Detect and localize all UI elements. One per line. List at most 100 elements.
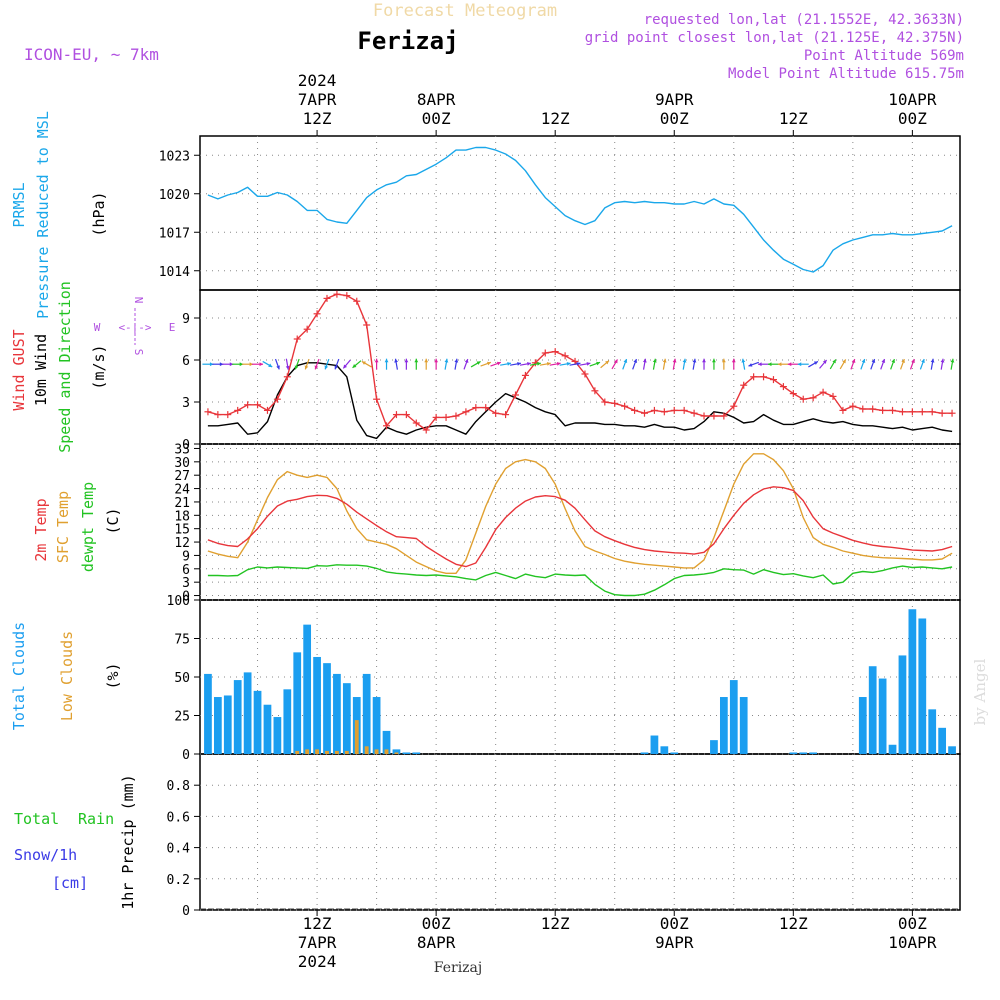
total-cloud-bar — [729, 680, 738, 754]
wind-direction-arrowhead — [901, 359, 905, 363]
wind-direction-arrowhead — [294, 365, 299, 370]
bottom-time-label: 7APR — [298, 933, 337, 952]
top-time-label: 9APR — [655, 90, 694, 109]
low-cloud-bar — [295, 750, 300, 754]
wind-speed-line — [207, 362, 953, 440]
y-tick-label: 3 — [182, 576, 190, 591]
clouds-unit: (%) — [104, 662, 122, 689]
wind-direction-arrowhead — [842, 359, 846, 364]
wind-direction-arrowhead — [444, 358, 449, 363]
wind-direction-arrowhead — [891, 359, 896, 363]
clouds-total-label: Total Clouds — [10, 622, 28, 730]
wind-direction-arrowhead — [702, 358, 706, 363]
y-tick-label: 50 — [174, 671, 190, 686]
wind-direction-arrowhead — [731, 358, 736, 363]
total-cloud-bar — [273, 717, 282, 754]
total-cloud-bar — [878, 678, 887, 754]
total-cloud-bar — [372, 697, 381, 754]
precip-rain-label: Rain — [78, 810, 114, 828]
total-cloud-bar — [739, 697, 748, 754]
y-tick-label: 6 — [182, 563, 190, 578]
low-cloud-bar — [364, 746, 369, 754]
total-cloud-bar — [888, 744, 897, 754]
wind-direction-arrowhead — [861, 359, 866, 363]
panel-precip-frame — [199, 753, 961, 911]
total-cloud-bar — [293, 652, 302, 754]
wind-direction-arrowhead — [276, 365, 280, 370]
top-time-label: 12Z — [541, 109, 570, 128]
pressure-label-msl: Pressure Reduced to MSL — [34, 111, 52, 319]
wind-direction-arrowhead — [361, 361, 366, 365]
y-tick-label: 0 — [182, 438, 190, 453]
top-time-label: 10APR — [888, 90, 937, 109]
precip-cm-label: [cm] — [52, 874, 88, 892]
y-tick-label: 1020 — [159, 188, 190, 203]
wind-direction-arrowhead — [507, 361, 512, 366]
wind-direction-arrowhead — [767, 362, 772, 367]
bottom-time-label: 10APR — [888, 933, 937, 952]
total-cloud-bar — [382, 730, 391, 754]
wind-direction-arrowhead — [324, 365, 329, 370]
top-time-label: 00Z — [660, 109, 689, 128]
compass-west: W — [94, 321, 101, 334]
y-tick-label: 18 — [174, 509, 190, 524]
wind-direction-arrowhead — [596, 361, 601, 366]
gridlines — [200, 136, 960, 911]
wind-direction-arrowhead — [822, 359, 827, 364]
top-time-label: 12Z — [303, 109, 332, 128]
wind-direction-arrowhead — [748, 363, 753, 367]
wind-direction-arrowhead — [721, 358, 726, 363]
total-cloud-bar — [243, 672, 252, 754]
point-altitude: Point Altitude 569m — [804, 48, 964, 64]
wind-10m-label: 10m Wind — [32, 334, 50, 406]
pressure-line — [207, 146, 953, 273]
wind-direction-arrowhead — [259, 362, 264, 367]
y-tick-label: 9 — [182, 312, 190, 327]
y-tick-label: 0.2 — [167, 873, 190, 888]
temp-dewpt-label: dewpt Temp — [79, 482, 97, 572]
low-cloud-bar — [384, 749, 389, 754]
total-cloud-bar — [204, 673, 212, 754]
bottom-time-label: 2024 — [298, 952, 337, 971]
low-cloud-bar — [305, 749, 310, 754]
wind-direction-arrowhead — [527, 361, 531, 366]
wind-direction-arrowhead — [787, 362, 792, 367]
bottom-time-label: 9APR — [655, 933, 694, 952]
wind-direction-arrowhead — [566, 361, 571, 366]
total-cloud-bar — [263, 704, 272, 754]
wind-direction-arrowhead — [813, 361, 818, 365]
bottom-time-label: 12Z — [303, 914, 332, 933]
y-tick-label: 100 — [167, 594, 190, 609]
total-cloud-bar — [650, 735, 659, 754]
wind-direction-arrowhead — [712, 358, 716, 363]
low-cloud-bar — [374, 749, 379, 754]
wind-direction-arrowhead — [454, 358, 459, 363]
y-tick-label: 0.4 — [167, 842, 191, 857]
y-tick-label: 0.8 — [167, 779, 190, 794]
top-time-label: 00Z — [898, 109, 927, 128]
total-cloud-bar — [799, 752, 808, 754]
temp-2m-line — [207, 486, 953, 568]
low-cloud-bar — [334, 750, 339, 754]
total-cloud-bar — [640, 752, 649, 754]
wind-direction-arrowhead — [797, 362, 802, 367]
wind-direction-arrowhead — [249, 362, 254, 367]
y-tick-label: 9 — [182, 549, 190, 564]
bottom-time-label: 00Z — [422, 914, 451, 933]
wind-direction-arrowhead — [614, 359, 618, 364]
wind-direction-arrowhead — [692, 358, 697, 363]
low-cloud-bar — [344, 750, 349, 754]
top-time-label: 7APR — [298, 90, 337, 109]
wind-direction-arrowhead — [496, 361, 501, 366]
wind-direction-arrowhead — [384, 358, 389, 363]
y-tick-label: 75 — [174, 633, 190, 648]
wind-direction-arrowhead — [536, 361, 541, 366]
wind-direction-arrowhead — [229, 362, 234, 367]
wind-direction-arrowhead — [777, 362, 782, 367]
total-cloud-bar — [213, 697, 222, 754]
wind-direction-arrowhead — [209, 362, 214, 367]
total-cloud-bar — [670, 752, 679, 754]
pressure-series — [207, 146, 953, 273]
